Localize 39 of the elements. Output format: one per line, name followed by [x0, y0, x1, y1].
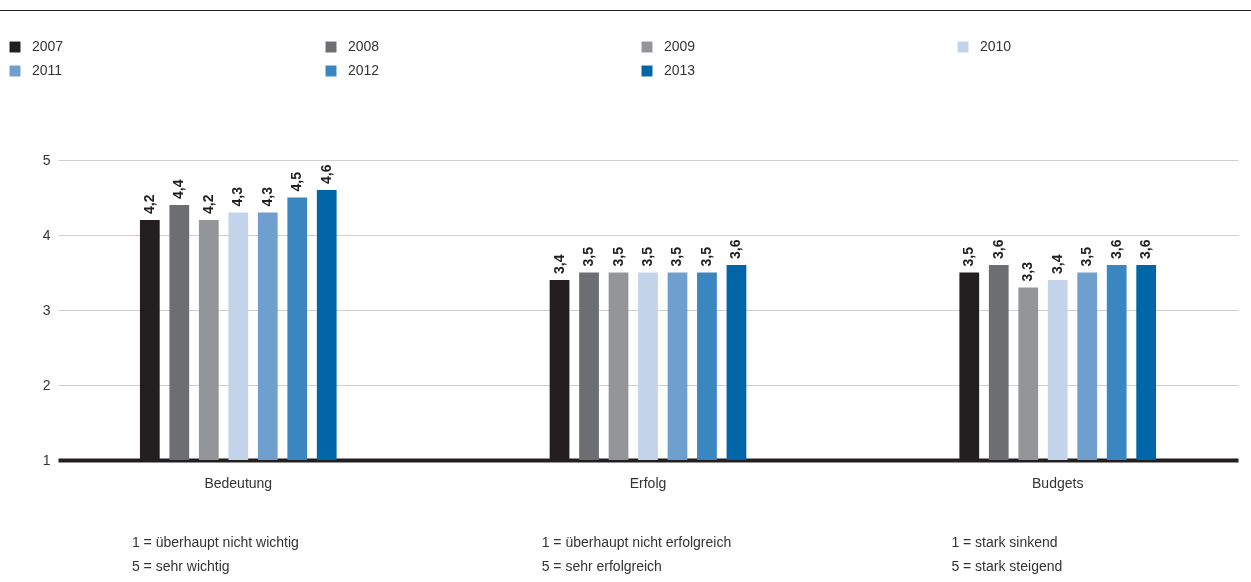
data-label: 4,3 [258, 186, 275, 207]
data-label: 3,6 [727, 239, 744, 259]
data-label: 4,4 [170, 179, 187, 199]
y-tick-label: 2 [42, 376, 51, 393]
data-label: 4,2 [199, 194, 216, 214]
text: 1 = überhaupt nicht wichtig 5 = sehr wichtig [131, 533, 299, 576]
data-label: 4,5 [288, 171, 305, 192]
data-label: 3,4 [550, 254, 567, 274]
y-tick-label: 5 [42, 151, 51, 168]
x-tick-label: Budgets [1032, 474, 1084, 491]
y-tick-label: 3 [42, 301, 51, 318]
text: 1 = stark sinkend 5 = stark steigend [951, 533, 1063, 576]
text: 1 = überhaupt nicht erfolgreich 5 = sehr erfolgreich [541, 533, 732, 576]
y-tick-label: 4 [42, 226, 51, 243]
x-tick-label: Erfolg [629, 474, 667, 491]
data-label: 4,2 [140, 194, 157, 214]
legend-label: 2010 [980, 38, 1012, 54]
legend-label: 2012 [348, 62, 380, 78]
data-label: 3,4 [1048, 254, 1065, 274]
data-label: 3,5 [580, 246, 597, 267]
x-tick-label: Bedeutung [204, 474, 273, 491]
data-label: 3,3 [1019, 261, 1036, 282]
legend-label: 2009 [664, 38, 696, 54]
data-label: 3,6 [989, 239, 1006, 259]
data-label: 3,6 [1107, 239, 1124, 259]
data-label: 3,5 [960, 246, 977, 267]
data-label: 4,6 [317, 164, 334, 184]
legend-label: 2011 [32, 62, 63, 78]
legend-label: 2013 [664, 62, 696, 78]
data-label: 3,6 [1137, 239, 1154, 259]
legend-label: 2008 [348, 38, 380, 54]
legend-label: 2007 [32, 38, 64, 54]
data-label: 3,5 [668, 246, 685, 267]
data-label: 3,5 [609, 246, 626, 267]
data-label: 3,5 [697, 246, 714, 267]
y-tick-label: 1 [42, 451, 51, 468]
data-label: 3,5 [1078, 246, 1095, 267]
data-label: 3,5 [639, 246, 655, 267]
data-label: 4,3 [229, 186, 246, 207]
